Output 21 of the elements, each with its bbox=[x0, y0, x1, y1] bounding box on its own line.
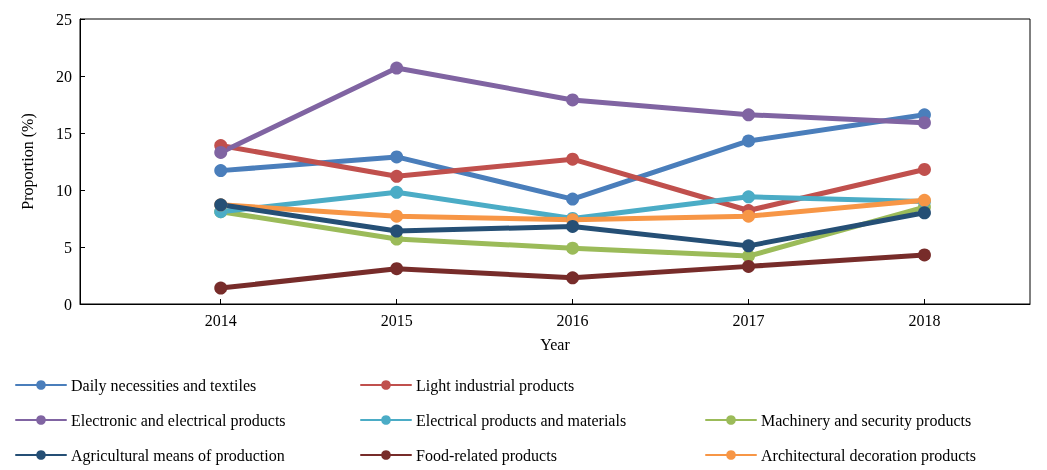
legend-label: Food-related products bbox=[416, 446, 557, 465]
y-tick-label: 5 bbox=[64, 238, 72, 256]
x-tick-label: 2017 bbox=[732, 311, 765, 329]
y-tick-label: 0 bbox=[64, 295, 72, 313]
legend-label: Machinery and security products bbox=[761, 411, 972, 430]
legend-label: Electrical products and materials bbox=[416, 411, 627, 430]
x-tick-label: 2014 bbox=[204, 311, 237, 329]
legend-label: Agricultural means of production bbox=[71, 446, 285, 465]
legend-label: Architectural decoration products bbox=[761, 446, 977, 465]
x-axis-title: Year bbox=[540, 335, 571, 353]
legend-label: Daily necessities and textiles bbox=[71, 376, 257, 395]
y-tick-label: 25 bbox=[56, 10, 72, 28]
x-tick-label: 2016 bbox=[556, 311, 589, 329]
y-tick-label: 20 bbox=[56, 67, 72, 85]
y-tick-label: 10 bbox=[56, 181, 72, 199]
x-tick-label: 2018 bbox=[908, 311, 941, 329]
x-tick-label: 2015 bbox=[380, 311, 413, 329]
y-axis-title: Proportion (%) bbox=[18, 113, 37, 210]
y-tick-label: 15 bbox=[56, 124, 72, 142]
legend-label: Light industrial products bbox=[416, 376, 575, 395]
legend-label: Electronic and electrical products bbox=[71, 411, 286, 430]
